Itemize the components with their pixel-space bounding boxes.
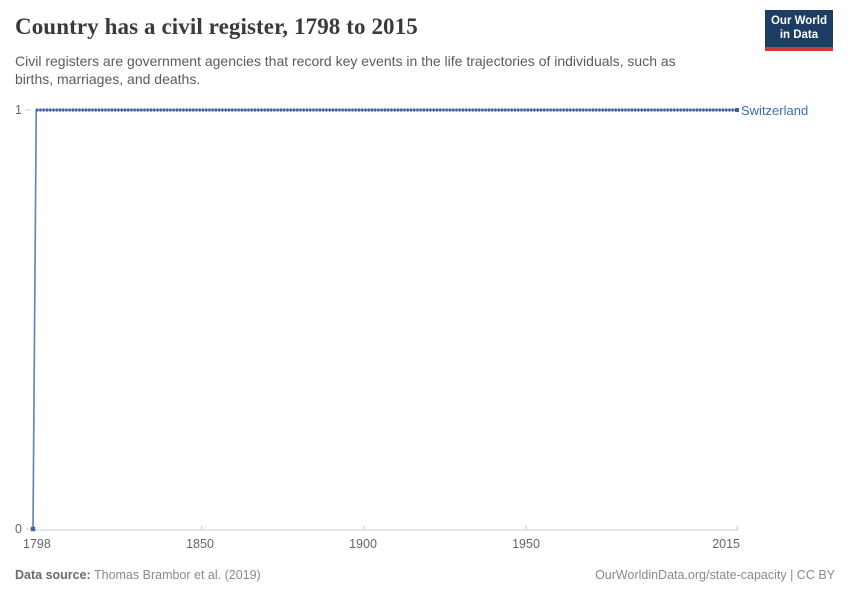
x-tick-label-1798: 1798 <box>23 537 51 551</box>
chart-subtitle-line1: Civil registers are government agencies … <box>15 53 676 69</box>
x-tick-label-1900: 1900 <box>349 537 377 551</box>
data-source: Data source: Thomas Brambor et al. (2019… <box>15 568 261 582</box>
x-tick-label-1850: 1850 <box>186 537 214 551</box>
data-source-label: Data source: <box>15 568 91 582</box>
owid-logo-line2: in Data <box>779 28 819 41</box>
chart-subtitle: Civil registers are government agencies … <box>15 52 745 88</box>
page-title: Country has a civil register, 1798 to 20… <box>15 14 418 39</box>
y-tick-label-0: 0 <box>15 522 22 536</box>
chart-footer: Data source: Thomas Brambor et al. (2019… <box>15 568 835 582</box>
series-label-switzerland[interactable]: Switzerland <box>741 103 809 118</box>
x-tick-label-2015: 2015 <box>712 537 740 551</box>
data-source-value[interactable]: Thomas Brambor et al. (2019) <box>93 568 261 582</box>
owid-logo-line1: Our World <box>770 15 827 27</box>
x-tick-label-1950: 1950 <box>512 537 540 551</box>
chart-subtitle-line2: births, marriages, and deaths. <box>15 71 201 87</box>
y-tick-label-1: 1 <box>15 103 22 117</box>
data-line <box>32 109 737 530</box>
attribution[interactable]: OurWorldinData.org/state-capacity | CC B… <box>595 568 835 582</box>
owid-logo[interactable]: Our World in Data <box>764 10 833 51</box>
data-point-marker-end <box>735 108 739 112</box>
data-point-marker-start <box>30 526 36 532</box>
